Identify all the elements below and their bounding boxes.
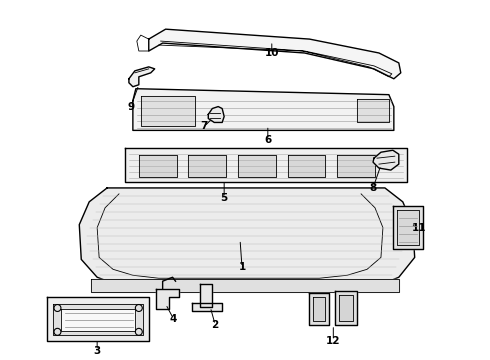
Polygon shape [288,155,325,177]
Polygon shape [149,29,401,79]
Polygon shape [397,210,418,246]
Text: 2: 2 [212,320,219,330]
Polygon shape [337,155,375,177]
Polygon shape [357,99,389,122]
Text: 3: 3 [94,346,101,356]
Text: 9: 9 [127,102,134,112]
Polygon shape [314,297,325,321]
Polygon shape [47,297,149,341]
Polygon shape [339,295,353,321]
Polygon shape [133,89,394,130]
Text: 4: 4 [170,314,177,324]
Text: 6: 6 [264,135,271,145]
Polygon shape [53,304,143,335]
Text: 8: 8 [369,183,377,193]
Polygon shape [373,150,399,170]
Polygon shape [200,284,212,307]
Text: 1: 1 [239,262,245,272]
Polygon shape [61,309,135,331]
Polygon shape [189,155,226,177]
Polygon shape [393,206,422,249]
Text: 11: 11 [412,222,426,233]
Polygon shape [91,279,399,292]
Text: 5: 5 [220,193,228,203]
Polygon shape [193,303,222,311]
Polygon shape [335,291,357,325]
Text: 12: 12 [326,336,341,346]
Polygon shape [156,289,178,309]
Text: 7: 7 [200,121,208,131]
Polygon shape [208,107,224,122]
Polygon shape [310,293,329,325]
Polygon shape [141,96,196,126]
Text: 10: 10 [265,48,279,58]
Polygon shape [125,148,407,182]
Polygon shape [238,155,276,177]
Polygon shape [79,188,415,292]
Polygon shape [129,67,155,87]
Polygon shape [139,155,176,177]
